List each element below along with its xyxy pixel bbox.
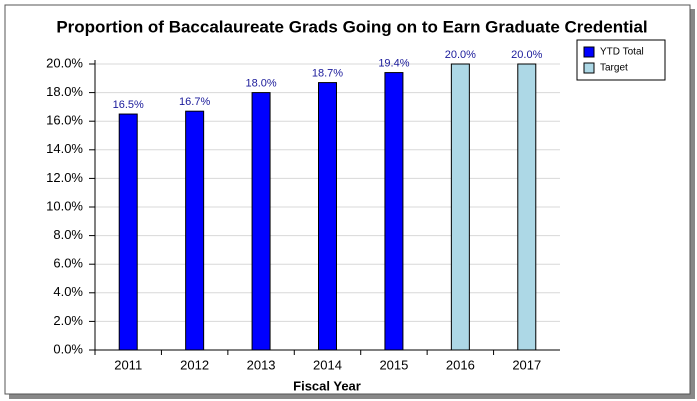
y-tick-label: 0.0%: [53, 341, 83, 356]
value-label: 20.0%: [445, 49, 476, 61]
x-tick-label: 2011: [114, 357, 142, 372]
legend-label: YTD Total: [600, 47, 644, 58]
bar: [517, 63, 537, 351]
bar: [251, 92, 271, 351]
bar: [185, 110, 205, 351]
bar: [318, 82, 337, 351]
y-tick-label: 20.0%: [46, 55, 83, 70]
y-tick-label: 12.0%: [46, 170, 83, 185]
value-label: 16.5%: [113, 99, 144, 111]
y-tick-label: 16.0%: [46, 113, 83, 128]
legend-swatch: [583, 46, 595, 58]
x-tick-label: 2015: [379, 357, 408, 372]
x-tick-label: 2012: [180, 357, 209, 372]
value-label: 16.7%: [179, 96, 210, 108]
y-tick-label: 8.0%: [53, 227, 83, 242]
value-label: 19.4%: [378, 57, 409, 69]
bar: [118, 113, 138, 351]
chart-title: Proportion of Baccalaureate Grads Going …: [56, 17, 647, 36]
legend-swatch: [583, 62, 595, 74]
x-tick-label: 2014: [313, 357, 342, 372]
bar: [384, 72, 404, 351]
bar: [450, 63, 470, 351]
x-tick-label: 2017: [512, 357, 541, 372]
legend-label: Target: [600, 63, 628, 74]
value-label: 18.0%: [245, 78, 276, 90]
x-tick-label: 2016: [446, 357, 475, 372]
y-tick-label: 10.0%: [46, 198, 83, 213]
x-axis-title: Fiscal Year: [293, 378, 361, 393]
value-label: 18.7%: [312, 67, 343, 79]
y-tick-label: 18.0%: [46, 84, 83, 99]
y-tick-label: 2.0%: [53, 313, 83, 328]
x-tick-label: 2013: [247, 357, 276, 372]
value-label: 20.0%: [511, 49, 542, 61]
y-tick-label: 6.0%: [53, 256, 83, 271]
y-tick-label: 4.0%: [53, 284, 83, 299]
y-tick-label: 14.0%: [46, 141, 83, 156]
